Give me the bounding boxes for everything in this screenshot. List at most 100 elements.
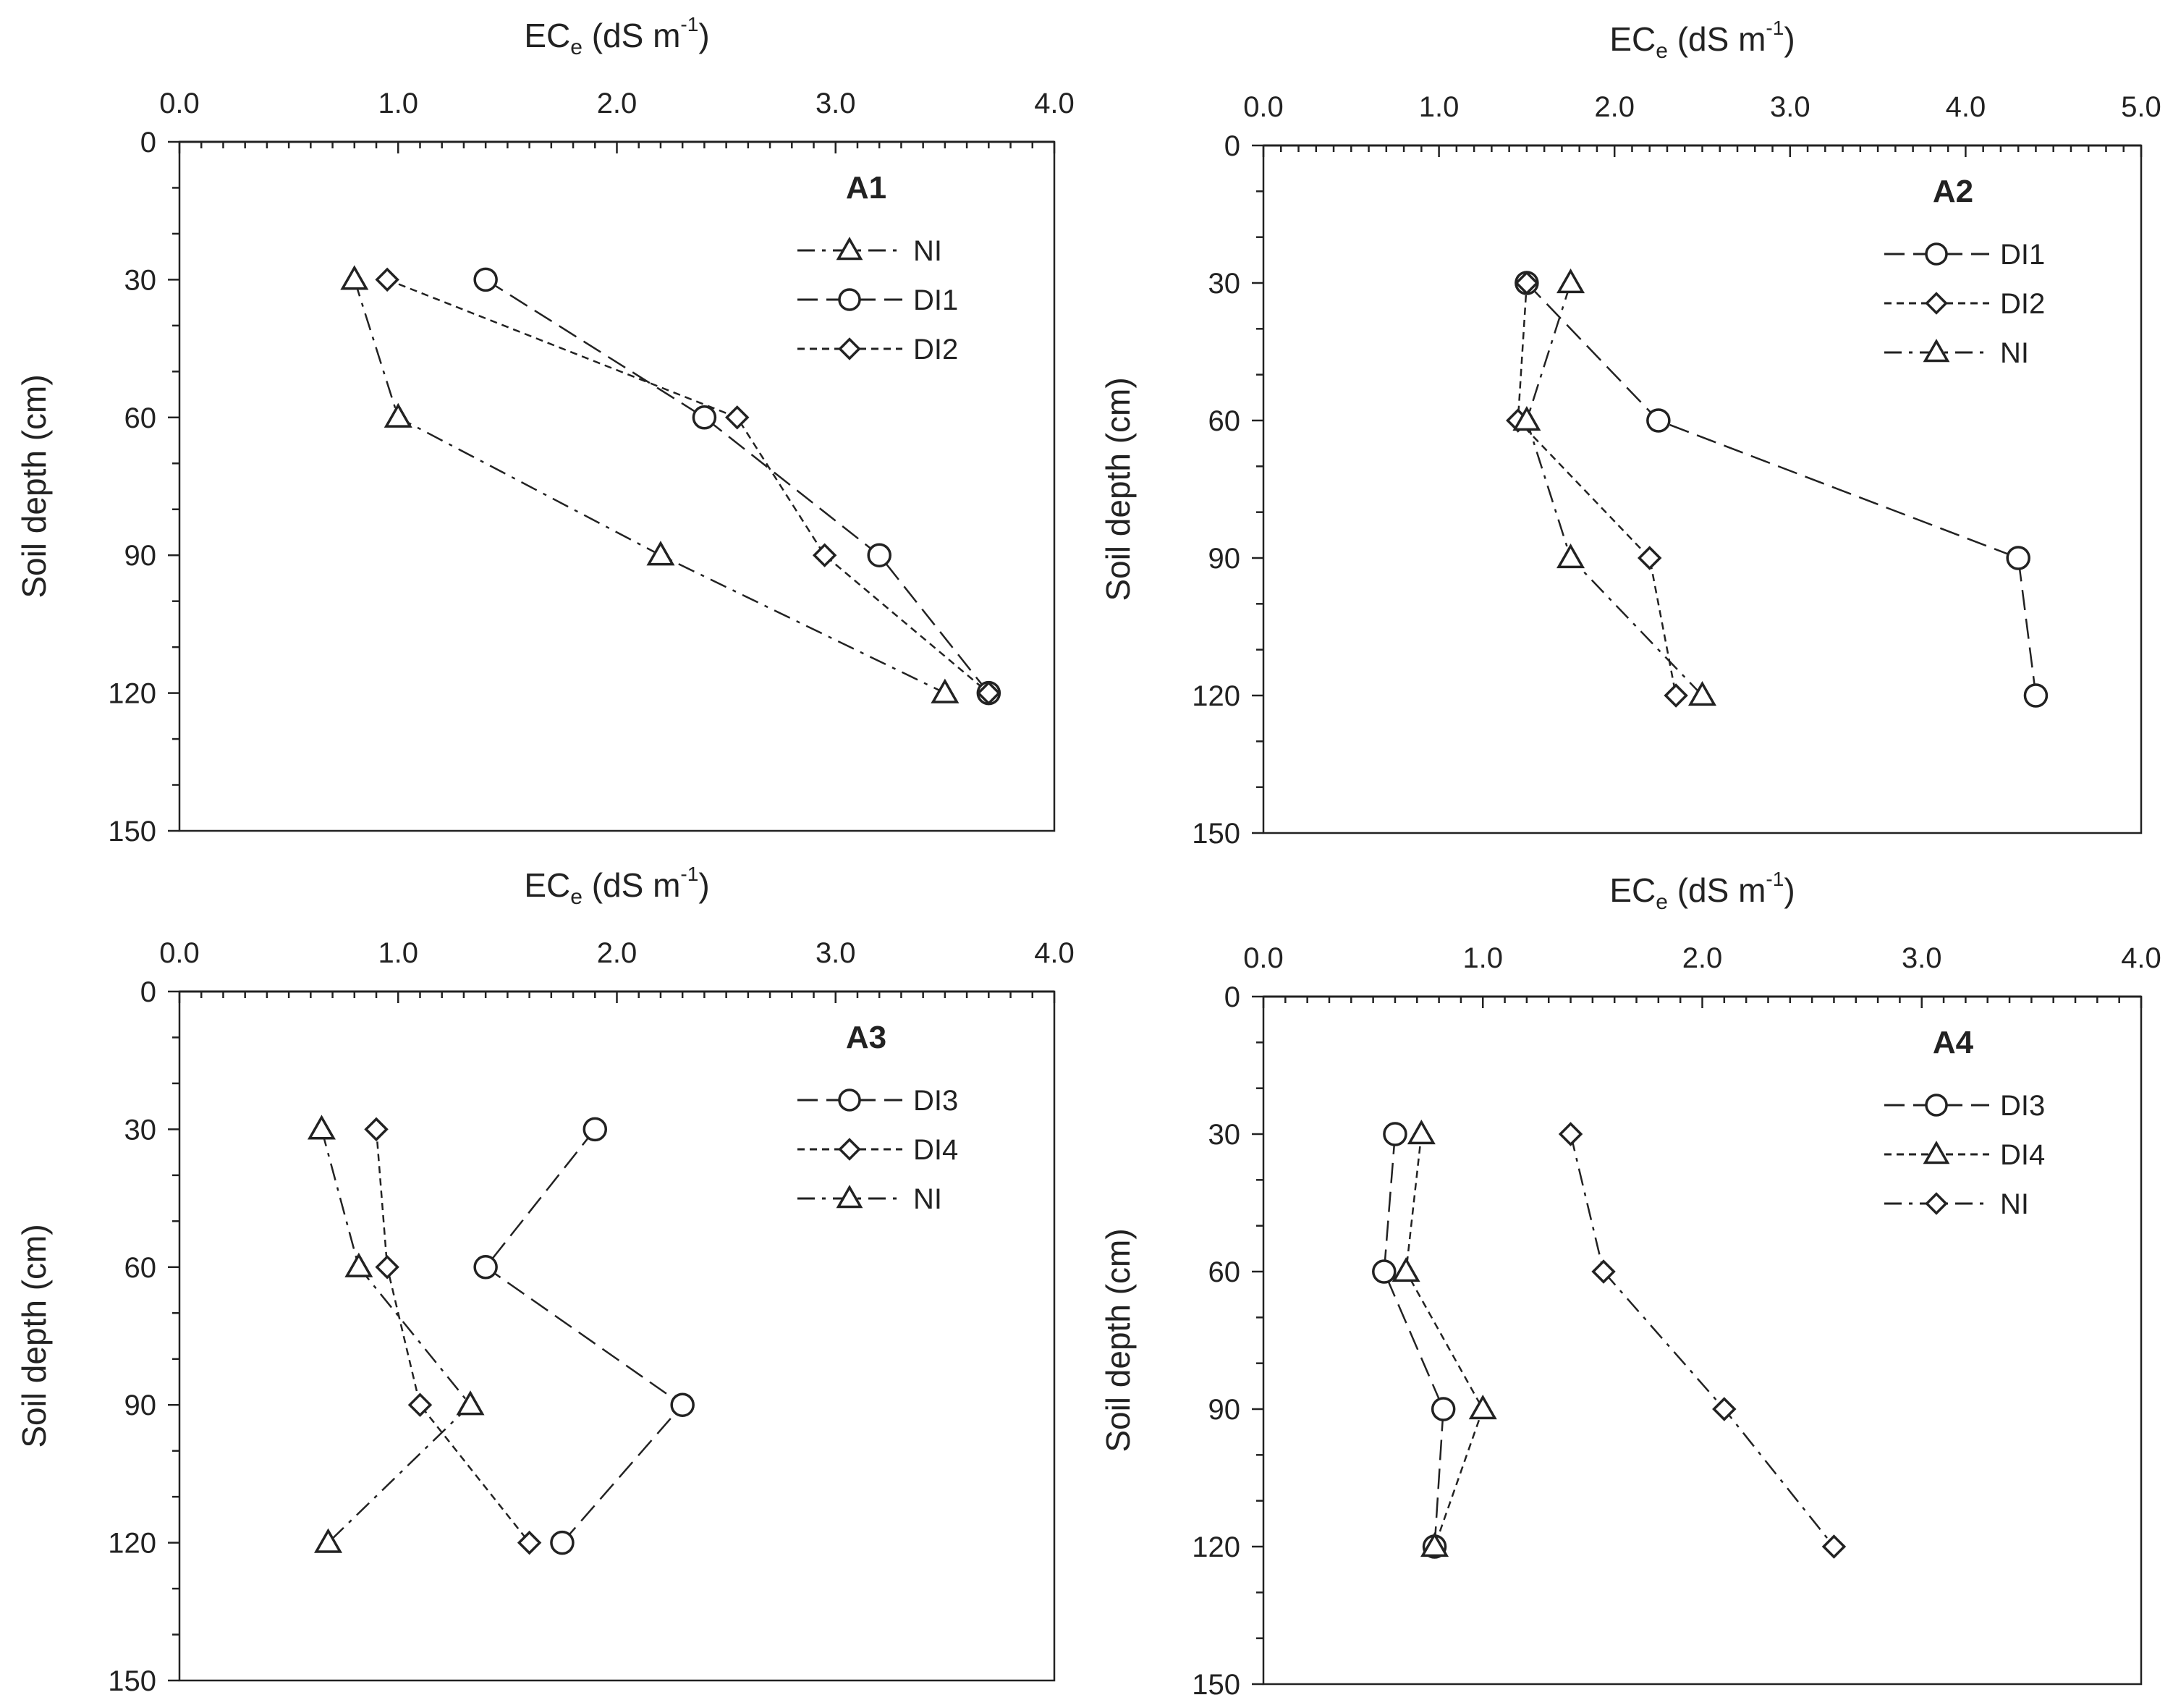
data-point-ni-60 (384, 402, 412, 428)
x-tick-label: 0.0 (159, 88, 200, 119)
x-tick-label: 4.0 (1034, 88, 1075, 119)
panel-label: A4 (1933, 1025, 1974, 1060)
data-point-di2-120 (1664, 683, 1688, 708)
x-tick-label: 2.0 (1682, 942, 1723, 974)
data-point-di1-90 (867, 543, 891, 567)
legend-marker (1925, 1094, 1948, 1117)
data-point-ni-30 (1556, 268, 1585, 294)
legend-label: DI4 (2000, 1139, 2045, 1171)
legend-label: DI3 (913, 1085, 958, 1117)
legend-item-di1: DI1 (797, 284, 958, 316)
data-point-ni-90 (646, 541, 675, 566)
legend-label: DI3 (2000, 1090, 2045, 1122)
x-tick-label: 4.0 (1034, 937, 1075, 969)
legend-label: DI1 (913, 284, 958, 316)
series-line-ni (321, 1129, 472, 1544)
data-point-di2-90 (812, 543, 837, 567)
x-tick-label: 1.0 (378, 88, 418, 119)
legend-label: NI (2000, 337, 2029, 369)
series-line-di1 (485, 279, 990, 694)
series-line-di4 (375, 1129, 530, 1544)
y-tick-label: 150 (108, 816, 156, 847)
x-axis-title-main: EC (524, 17, 570, 54)
x-tick-label: 3.0 (816, 88, 856, 119)
data-point-di4-120 (1420, 1531, 1449, 1557)
x-axis-title-sup: -1 (1766, 868, 1784, 890)
x-axis-title-close: ) (698, 866, 709, 904)
y-axis-title: Soil depth (cm) (15, 374, 53, 598)
series-line-ni (1570, 1133, 1835, 1547)
panel-a4: 0.0 1.0 2.0 3.0 4.0 0 30 60 90 120 150 ECe (dS m-1)… (1099, 868, 2161, 1701)
data-point-di2-60 (725, 405, 750, 430)
legend-item-ni: NI (1884, 337, 2029, 369)
y-tick-label: 30 (1208, 1119, 1241, 1151)
x-tick-label: 3.0 (1902, 942, 1942, 974)
data-point-di1-60 (692, 405, 717, 430)
data-point-di4-30 (1407, 1119, 1436, 1145)
panel-a3: 0.0 1.0 2.0 3.0 4.0 0 30 60 90 120 150 ECe (dS m-1)… (15, 863, 1075, 1697)
legend-item-di3: DI3 (797, 1085, 958, 1117)
x-axis-title-sup: -1 (680, 13, 698, 35)
x-axis-title-main: EC (524, 866, 570, 904)
data-point-di2-30 (375, 267, 399, 292)
series-line-di4 (1405, 1133, 1484, 1547)
legend-label: DI2 (913, 334, 958, 365)
y-tick-label: 60 (1208, 1256, 1241, 1288)
data-point-di2-30 (1515, 271, 1539, 295)
data-point-di3-120 (550, 1530, 575, 1555)
data-point-ni-120 (1821, 1534, 1847, 1559)
legend-marker (1923, 1141, 1950, 1164)
data-point-di4-60 (375, 1255, 399, 1280)
x-tick-label: 2.0 (597, 88, 638, 119)
data-point-ni-30 (340, 265, 369, 290)
panel-label: A2 (1933, 174, 1973, 209)
y-axis-title: Soil depth (cm) (1099, 1228, 1137, 1452)
data-point-ni-120 (931, 678, 960, 703)
x-tick-label: 3.0 (816, 937, 856, 969)
y-tick-label: 150 (108, 1665, 156, 1697)
series-line-ni (353, 279, 946, 694)
legend-item-ni: NI (797, 235, 942, 267)
x-tick-label: 0.0 (1243, 942, 1284, 974)
x-axis-title-unit: (dS m (583, 17, 680, 54)
x-axis-title-close: ) (1784, 20, 1795, 58)
y-tick-label: 60 (124, 402, 157, 434)
data-point-di4-30 (364, 1117, 389, 1142)
y-tick-label: 30 (1208, 268, 1241, 300)
panel-label: A1 (846, 170, 886, 206)
legend-marker (838, 1138, 861, 1161)
legend-marker (1925, 242, 1948, 266)
y-tick-label: 120 (108, 678, 156, 710)
legend-label: NI (913, 235, 942, 267)
y-axis-title: Soil depth (cm) (15, 1224, 53, 1447)
y-tick-label: 90 (124, 1390, 157, 1421)
legend-item-di4: DI4 (797, 1134, 958, 1166)
legend-item-di4: DI4 (1884, 1139, 2045, 1171)
data-point-di4-60 (1392, 1256, 1420, 1282)
legend-item-di2: DI2 (1884, 288, 2045, 320)
legend-label: NI (2000, 1188, 2029, 1220)
y-tick-label: 120 (108, 1528, 156, 1560)
panel-a2: 0.0 1.0 2.0 3.0 4.0 5.0 0 30 60 90 120 150 ECe (dS m… (1099, 17, 2161, 850)
x-axis-title-sup: -1 (1766, 17, 1784, 39)
x-axis-title-unit: (dS m (1668, 20, 1766, 58)
series-line-di1 (1525, 282, 2037, 696)
legend-item-ni: NI (1884, 1188, 2029, 1220)
x-axis-title-sub: e (570, 35, 583, 59)
x-axis-title-sub: e (1656, 39, 1668, 63)
x-axis-title: ECe (dS m-1) (524, 13, 709, 59)
x-tick-label: 0.0 (1243, 91, 1284, 123)
x-tick-label: 4.0 (1946, 91, 1986, 123)
data-point-ni-90 (1712, 1397, 1737, 1421)
x-axis-title: ECe (dS m-1) (524, 863, 709, 909)
x-tick-label: 2.0 (1594, 91, 1635, 123)
x-axis-title-main: EC (1609, 20, 1656, 58)
x-axis-title-main: EC (1609, 871, 1656, 909)
legend-label: DI2 (2000, 288, 2045, 320)
data-point-ni-60 (1591, 1259, 1616, 1284)
data-point-di3-90 (1431, 1397, 1456, 1421)
x-axis-title: ECe (dS m-1) (1609, 17, 1795, 63)
series-line-ni (1525, 282, 1703, 696)
data-point-di1-90 (2006, 546, 2030, 570)
